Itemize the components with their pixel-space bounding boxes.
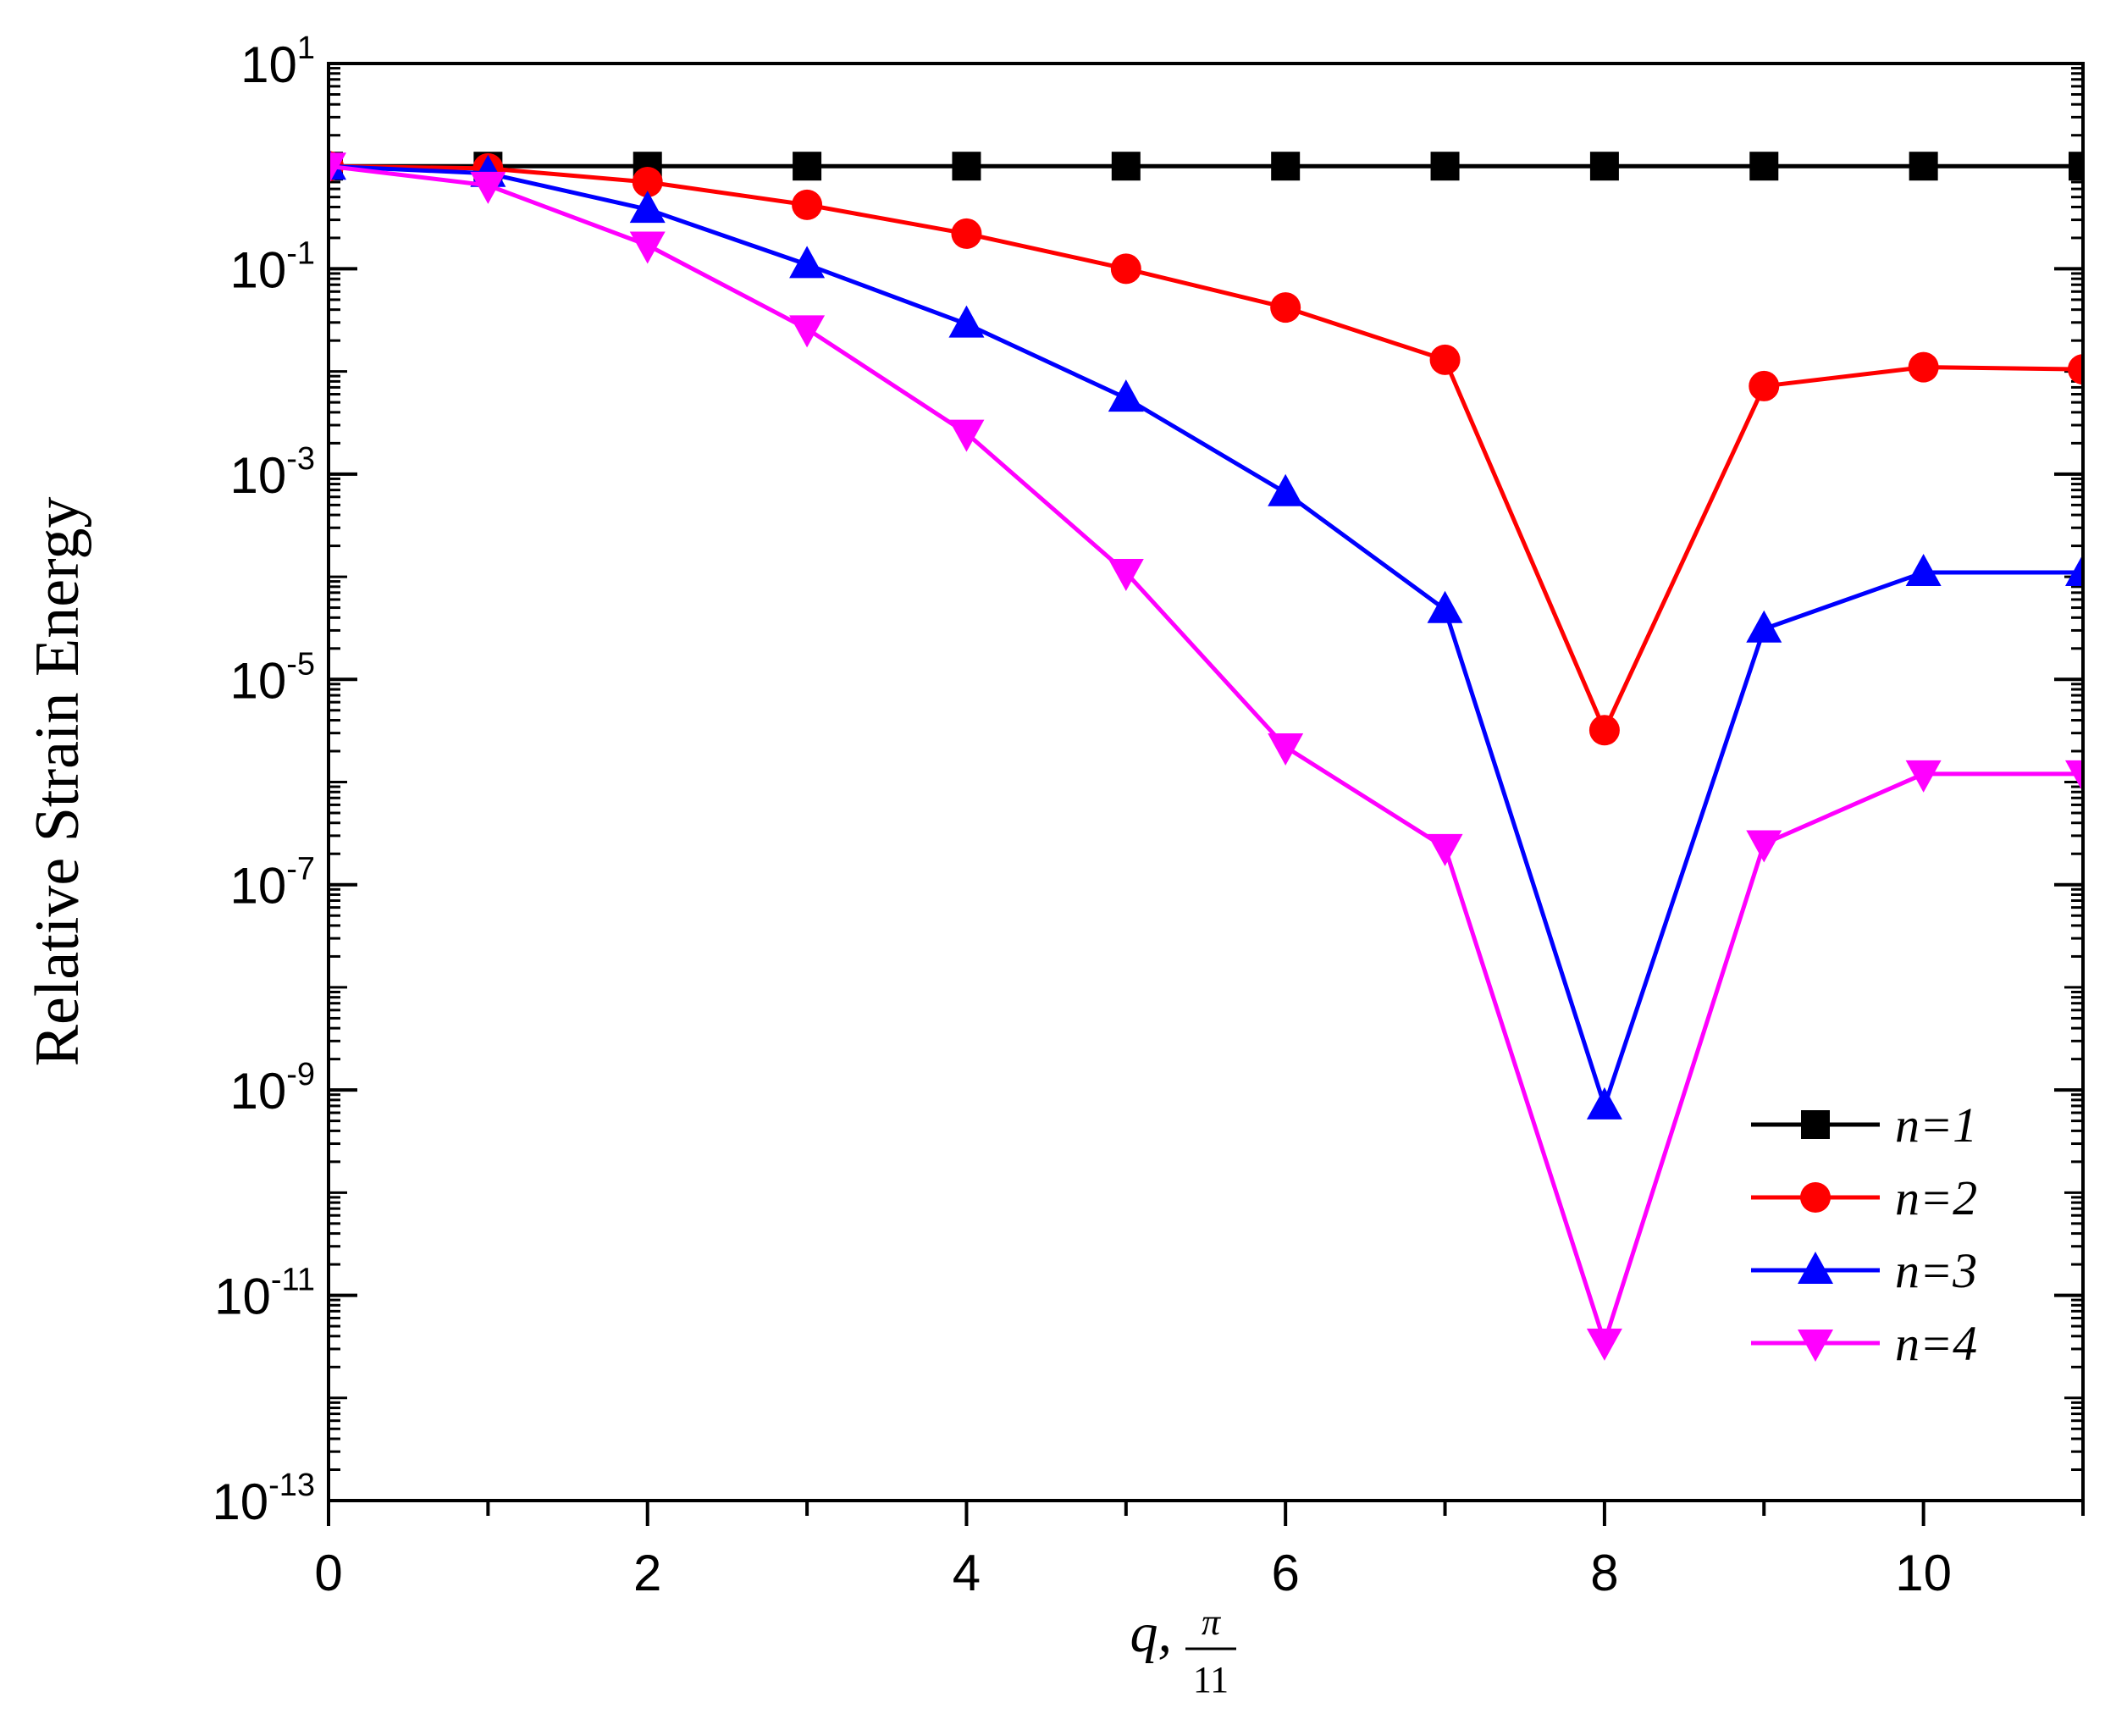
x-axis-label: q, π 11 bbox=[1130, 1601, 1236, 1700]
y-tick-label: 10-3 bbox=[229, 441, 315, 504]
data-point-n=4 bbox=[329, 152, 346, 185]
data-point-n=3 bbox=[1905, 554, 1942, 587]
legend-entry-n=4: n=4 bbox=[1751, 1316, 1977, 1371]
data-point-n=1 bbox=[1589, 152, 1619, 181]
data-point-n=4 bbox=[789, 315, 826, 348]
data-point-n=2 bbox=[1110, 253, 1141, 285]
x-axis-label-text: q, bbox=[1130, 1602, 1173, 1664]
data-point-n=1 bbox=[1111, 152, 1141, 181]
x-axis: 0 2 4 6 8 10 bbox=[314, 1501, 2085, 1601]
y-axis: 101 10-1 10-3 10-5 10-7 10-9 10-11 10-13 bbox=[212, 30, 2083, 1530]
legend-entry-n=1: n=1 bbox=[1751, 1097, 1977, 1153]
legend-label: n=4 bbox=[1895, 1316, 1977, 1371]
data-point-n=4 bbox=[1268, 733, 1304, 766]
data-point-n=2 bbox=[1429, 344, 1461, 375]
x-tick-label: 10 bbox=[1895, 1545, 1952, 1601]
x-tick-label: 6 bbox=[1271, 1545, 1299, 1601]
y-tick-label: 10-5 bbox=[229, 646, 315, 709]
data-point-n=1 bbox=[952, 152, 981, 181]
legend-entry-n=3: n=3 bbox=[1751, 1243, 1977, 1298]
data-point-n=2 bbox=[792, 189, 823, 220]
data-point-n=2 bbox=[1749, 370, 1780, 401]
legend-marker bbox=[1798, 1252, 1833, 1284]
series-n=1 bbox=[329, 152, 2083, 181]
x-tick-label: 0 bbox=[314, 1545, 342, 1601]
data-point-n=4 bbox=[948, 419, 985, 452]
data-point-n=1 bbox=[793, 152, 822, 181]
data-point-n=3 bbox=[1427, 590, 1463, 623]
data-point-n=2 bbox=[951, 218, 982, 249]
data-point-n=3 bbox=[2065, 554, 2083, 587]
data-point-n=3 bbox=[789, 246, 826, 279]
y-tick-label: 10-13 bbox=[212, 1468, 315, 1530]
series-n=4 bbox=[329, 152, 2083, 1361]
y-axis-label: Relative Strain Energy bbox=[23, 497, 92, 1067]
data-point-n=3 bbox=[1268, 473, 1304, 506]
x-tick-label: 8 bbox=[1590, 1545, 1618, 1601]
data-point-n=4 bbox=[1427, 833, 1463, 866]
y-tick-label: 101 bbox=[240, 30, 315, 93]
y-tick-label: 10-7 bbox=[229, 852, 315, 915]
x-tick-label: 4 bbox=[953, 1545, 981, 1601]
data-point-n=3 bbox=[629, 191, 666, 224]
data-point-n=1 bbox=[1909, 152, 1938, 181]
data-point-n=1 bbox=[1749, 152, 1779, 181]
data-point-n=4 bbox=[1746, 830, 1782, 863]
data-point-n=2 bbox=[1270, 292, 1301, 323]
y-tick-label: 10-11 bbox=[214, 1263, 315, 1325]
legend-label: n=2 bbox=[1895, 1170, 1977, 1225]
data-point-n=4 bbox=[1108, 559, 1144, 592]
series-line-n=3 bbox=[329, 163, 2083, 1108]
data-point-n=2 bbox=[1908, 351, 1939, 383]
y-tick-label: 10-1 bbox=[229, 235, 315, 298]
legend-marker bbox=[1798, 1330, 1833, 1362]
legend-marker bbox=[1801, 1110, 1830, 1139]
data-point-n=3 bbox=[1746, 610, 1782, 643]
x-tick-label: 2 bbox=[633, 1545, 661, 1601]
data-point-n=1 bbox=[2069, 152, 2083, 181]
plot-frame bbox=[327, 62, 2085, 1502]
data-point-n=2 bbox=[1588, 715, 1620, 746]
data-point-n=2 bbox=[632, 166, 663, 197]
series-n=2 bbox=[329, 151, 2083, 746]
legend-entry-n=2: n=2 bbox=[1751, 1170, 1977, 1225]
data-point-n=4 bbox=[629, 231, 666, 264]
series-line-n=2 bbox=[329, 163, 2083, 733]
data-point-n=3 bbox=[1586, 1086, 1622, 1120]
data-point-n=3 bbox=[948, 305, 985, 338]
series-line-n=4 bbox=[329, 163, 2083, 1345]
data-point-n=3 bbox=[1108, 379, 1144, 412]
data-point-n=1 bbox=[1430, 152, 1460, 181]
data-point-n=4 bbox=[1905, 760, 1942, 793]
data-point-n=4 bbox=[2065, 760, 2083, 793]
x-axis-label-numerator: π bbox=[1202, 1601, 1222, 1643]
data-point-n=4 bbox=[470, 171, 506, 204]
y-tick-label: 10-9 bbox=[229, 1057, 315, 1120]
x-axis-label-denominator: 11 bbox=[1193, 1659, 1229, 1700]
data-point-n=1 bbox=[1271, 152, 1301, 181]
legend-label: n=3 bbox=[1895, 1243, 1977, 1298]
series-layer bbox=[329, 147, 2083, 1361]
data-point-n=2 bbox=[2068, 354, 2083, 385]
data-point-n=4 bbox=[1586, 1328, 1622, 1361]
legend-marker bbox=[1800, 1182, 1831, 1213]
legend: n=1 n=2 n=3 n=4 bbox=[1751, 1097, 1977, 1371]
legend-label: n=1 bbox=[1895, 1097, 1977, 1153]
